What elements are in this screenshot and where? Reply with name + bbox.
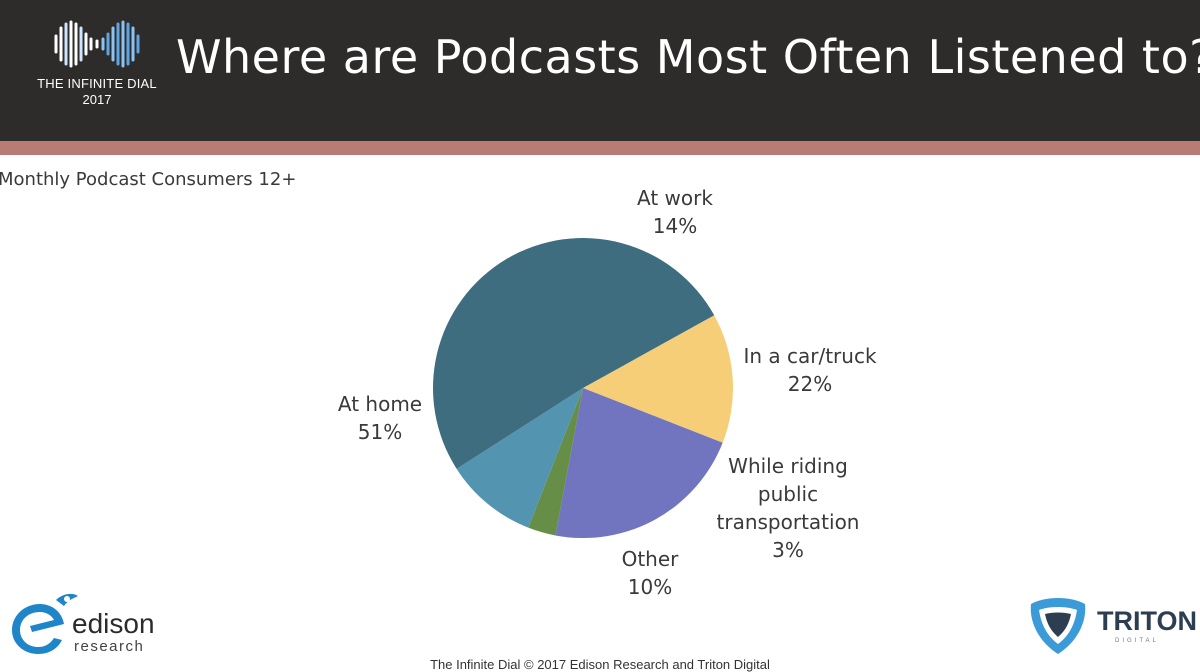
pie-slice-1	[555, 388, 723, 538]
slice-label-2: While riding public transportation 3%	[717, 454, 860, 562]
pie-slice-0	[583, 315, 733, 443]
slice-category-label: Other	[622, 547, 680, 571]
footer-credit: The Infinite Dial © 2017 Edison Research…	[430, 657, 770, 672]
triton-subtext: DIGITAL	[1115, 638, 1159, 644]
chart-subtitle: Monthly Podcast Consumers 12+	[0, 169, 297, 190]
brand-name: THE INFINITE DIAL	[37, 76, 157, 91]
edison-research-logo: edison research	[10, 590, 170, 662]
brand-year: 2017	[82, 92, 112, 107]
pie-labels: At work 14% In a car/truck 22% While riding p…	[338, 186, 877, 599]
pie-slice-4	[433, 238, 715, 469]
slice-label-1: In a car/truck 22%	[743, 344, 876, 396]
pie-slice-2	[528, 388, 583, 536]
slice-label-4: At home 51%	[338, 392, 422, 444]
slice-category-label: In a car/truck	[743, 344, 876, 368]
pie-slices	[433, 238, 733, 538]
slice-category-label: While riding	[728, 454, 848, 478]
slice-label-0: At work 14%	[637, 186, 713, 238]
edison-subtext: research	[74, 638, 145, 655]
slice-category-label: At home	[338, 392, 422, 416]
slice-value-label: 10%	[628, 575, 672, 599]
edison-wordmark: edison	[72, 608, 155, 639]
slice-value-label: 22%	[788, 372, 832, 396]
triton-digital-logo: TRITON DIGITAL	[1025, 596, 1197, 668]
slice-category-label: public	[758, 482, 818, 506]
infinity-icon	[54, 20, 140, 68]
slice-category-label: transportation	[717, 510, 860, 534]
header-bar	[0, 0, 1200, 141]
triton-shield-icon	[1030, 598, 1086, 654]
infinite-dial-logo: THE INFINITE DIAL 2017	[22, 10, 172, 120]
pie-slice-3	[456, 388, 583, 528]
triton-wordmark: TRITON	[1097, 606, 1197, 636]
slice-value-label: 51%	[358, 420, 402, 444]
slice-value-label: 14%	[653, 214, 697, 238]
edison-bulb-icon	[12, 593, 78, 654]
header-divider	[0, 141, 1200, 155]
slice-value-label: 3%	[772, 538, 804, 562]
slice-category-label: At work	[637, 186, 713, 210]
slice-label-3: Other 10%	[622, 547, 680, 599]
page-title: Where are Podcasts Most Often Listened t…	[176, 30, 1200, 84]
